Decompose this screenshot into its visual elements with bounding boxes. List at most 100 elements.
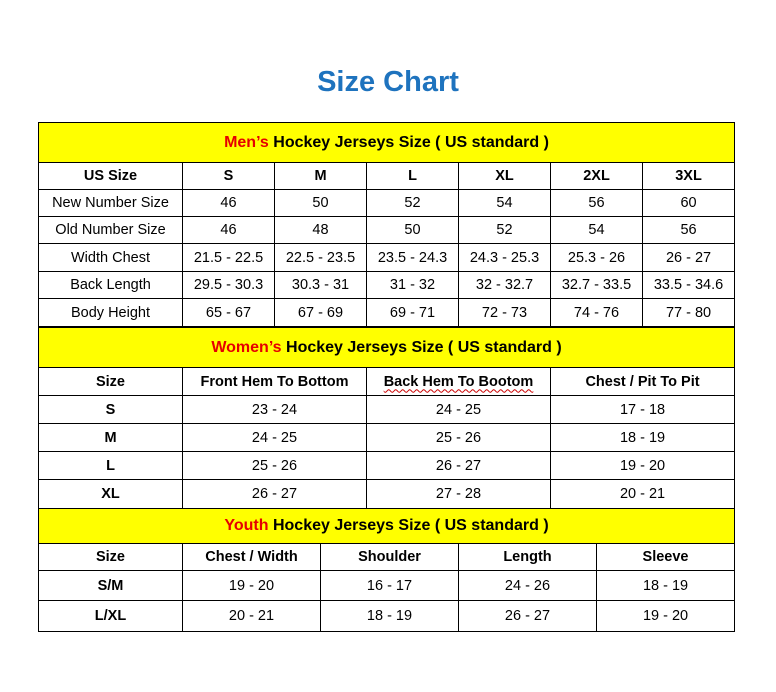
column-header: S [182,162,275,190]
table-cell: 52 [366,189,459,217]
table-cell: 23 - 24 [182,395,367,424]
row-label: S/M [38,570,183,601]
table-cell: 52 [458,216,551,244]
header-row: Size Chest / Width Shoulder Length Sleeve [38,543,736,571]
table-cell: 24 - 26 [458,570,597,601]
table-row: Back Length 29.5 - 30.3 30.3 - 31 31 - 32 32… [38,271,736,299]
column-header-label: S [223,168,234,184]
column-header-label: 2XL [583,168,610,184]
column-header-label: Chest / Pit To Pit [585,373,700,390]
column-header: Size [38,543,183,571]
table-cell: 24 - 25 [366,395,551,424]
table-cell: 26 - 27 [641,243,736,272]
table-cell: 21.5 - 22.5 [182,243,275,272]
mens-size-table: Men’s Hockey Jerseys Size ( US standard … [37,122,736,327]
column-header: Chest / Pit To Pit [549,367,736,396]
table-cell: 56 [641,216,736,244]
heading-highlight: Women’s [211,338,282,356]
table-cell: 67 - 69 [274,298,367,327]
header-row: US Size S M L XL 2XL 3XL [38,162,736,190]
table-cell: 56 [550,189,643,217]
heading-text: Hockey Jerseys Size ( US standard ) [281,338,562,356]
header-row: Size Front Hem To Bottom Back Hem To Booto… [38,367,736,396]
table-cell: 18 - 19 [595,570,736,601]
row-label: Width Chest [38,243,183,272]
table-cell: 26 - 27 [458,600,597,632]
column-header-label: Size [95,549,125,565]
column-header: Back Hem To Bootom [366,367,551,396]
table-cell: 19 - 20 [595,600,736,632]
column-header-label: Chest / Width [205,549,298,565]
table-cell: 18 - 19 [549,423,736,452]
table-cell: 26 - 27 [366,451,551,480]
table-cell: 54 [550,216,643,244]
table-cell: 54 [458,189,551,217]
table-row: Old Number Size 46 48 50 52 54 56 [38,216,736,244]
table-cell: 32.7 - 33.5 [550,271,643,299]
table-cell: 65 - 67 [182,298,275,327]
table-cell: 25 - 26 [366,423,551,452]
womens-size-table: Women’s Hockey Jerseys Size ( US standar… [37,327,736,509]
column-header-label: L [408,168,417,184]
column-header: Length [458,543,597,571]
table-row: Body Height 65 - 67 67 - 69 69 - 71 72 - 73 7… [38,298,736,327]
heading-highlight: Youth [224,517,269,534]
table-row: XL 26 - 27 27 - 28 20 - 21 [38,479,736,509]
table-row: New Number Size 46 50 52 54 56 60 [38,189,736,217]
column-header: Size [38,367,183,396]
table-cell: 30.3 - 31 [274,271,367,299]
column-header: Front Hem To Bottom [182,367,367,396]
column-header-label: Sleeve [642,549,689,565]
column-header-label: Back Hem To Bootom [383,373,534,390]
table-cell: 25.3 - 26 [550,243,643,272]
table-cell: 26 - 27 [182,479,367,509]
table-row: L 25 - 26 26 - 27 19 - 20 [38,451,736,480]
table-cell: 48 [274,216,367,244]
column-header-label: Shoulder [358,549,421,565]
row-label: Body Height [38,298,183,327]
column-header-label: Front Hem To Bottom [200,373,349,390]
table-cell: 19 - 20 [549,451,736,480]
heading-text: Hockey Jerseys Size ( US standard ) [268,517,549,534]
mens-section-heading: Men’s Hockey Jerseys Size ( US standard … [37,122,736,163]
table-row: S 23 - 24 24 - 25 17 - 18 [38,395,736,424]
table-cell: 50 [274,189,367,217]
table-cell: 24 - 25 [182,423,367,452]
column-header-label: M [314,168,327,184]
table-cell: 46 [182,189,275,217]
table-cell: 17 - 18 [549,395,736,424]
column-header: L [366,162,459,190]
column-header: US Size [38,162,183,190]
table-cell: 20 - 21 [182,600,321,632]
table-row: L/XL 20 - 21 18 - 19 26 - 27 19 - 20 [38,600,736,632]
column-header-label: US Size [83,168,138,184]
table-cell: 74 - 76 [550,298,643,327]
row-label: New Number Size [38,189,183,217]
table-row: S/M 19 - 20 16 - 17 24 - 26 18 - 19 [38,570,736,601]
table-cell: 16 - 17 [320,570,459,601]
column-header: Sleeve [595,543,736,571]
row-label: L/XL [38,600,183,632]
row-label: S [38,395,183,424]
column-header-label: Size [95,373,125,390]
table-cell: 19 - 20 [182,570,321,601]
row-label: Old Number Size [38,216,183,244]
row-label: XL [38,479,183,509]
table-cell: 31 - 32 [366,271,459,299]
youth-section-heading: Youth Hockey Jerseys Size ( US standard … [37,508,736,544]
table-cell: 18 - 19 [320,600,459,632]
table-cell: 50 [366,216,459,244]
column-header: 2XL [550,162,643,190]
table-row: Width Chest 21.5 - 22.5 22.5 - 23.5 23.5 - … [38,243,736,272]
table-cell: 77 - 80 [641,298,736,327]
table-cell: 46 [182,216,275,244]
table-cell: 27 - 28 [366,479,551,509]
page-title: Size Chart [317,66,459,98]
row-label: M [38,423,183,452]
table-cell: 25 - 26 [182,451,367,480]
table-cell: 72 - 73 [458,298,551,327]
row-label: Back Length [38,271,183,299]
table-cell: 29.5 - 30.3 [182,271,275,299]
heading-text: Hockey Jerseys Size ( US standard ) [268,133,549,151]
table-cell: 23.5 - 24.3 [366,243,459,272]
